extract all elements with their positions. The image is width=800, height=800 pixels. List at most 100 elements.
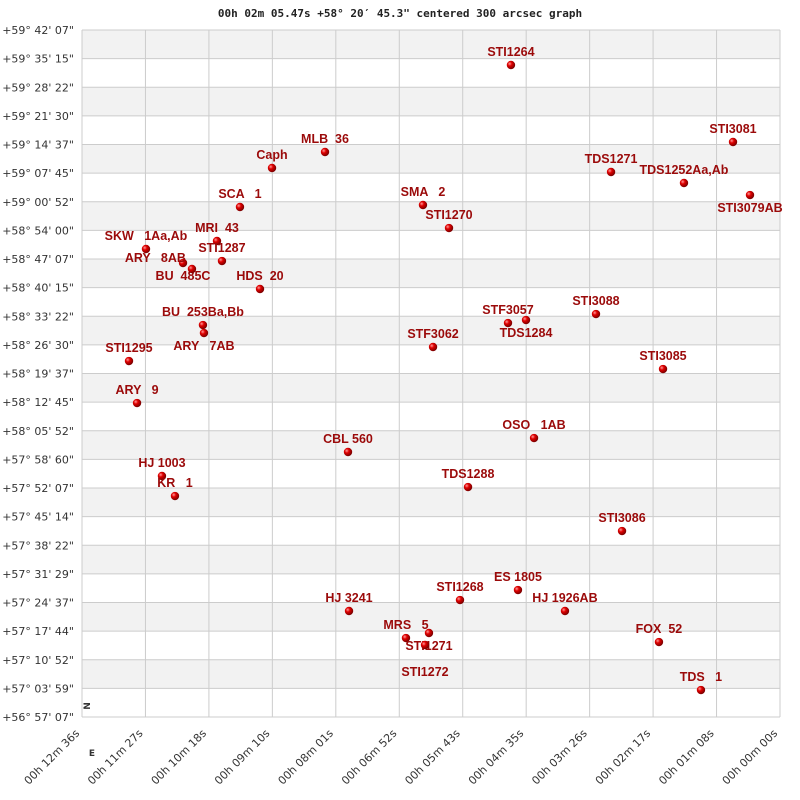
star-point[interactable]: STI1270 [425,208,473,233]
star-point[interactable]: BU 253Ba,Bb [162,305,244,330]
star-marker[interactable] [679,178,689,188]
star-marker[interactable] [521,315,531,325]
star-marker[interactable] [560,606,570,616]
star-point[interactable]: STI1295 [105,341,153,366]
star-point[interactable]: ARY 8AB [125,251,197,274]
star-marker[interactable] [444,223,454,233]
star-marker[interactable] [418,200,428,210]
star-point[interactable]: STI1287 [198,241,246,266]
star-point[interactable]: TDS1284 [500,315,553,340]
star-marker[interactable] [696,685,706,695]
star-marker[interactable] [178,258,188,268]
star-marker[interactable] [217,256,227,266]
star-point[interactable]: CBL 560 [323,432,373,457]
star-point[interactable]: STF3062 [407,327,459,352]
star-label: STI1268 [436,580,483,594]
star-point[interactable]: STI3088 [572,294,620,319]
star-marker[interactable] [654,637,664,647]
star-marker[interactable] [455,595,465,605]
star-marker[interactable] [320,147,330,157]
star-label: STI1264 [487,45,534,59]
y-tick-label: +59° 07' 45" [2,167,74,180]
star-label: STI3086 [598,511,645,525]
star-point[interactable]: ARY 9 [115,383,159,408]
star-marker[interactable] [343,447,353,457]
star-marker[interactable] [503,318,513,328]
star-point[interactable]: MRI 43 [195,221,239,246]
star-point[interactable]: HJ 3241 [325,591,373,616]
star-point[interactable]: SCA 1 [218,187,262,212]
star-point[interactable]: HJ 1926AB [532,591,598,616]
star-marker[interactable] [199,328,209,338]
star-marker[interactable] [728,137,738,147]
x-tick-label: 00h 05m 43s [402,727,463,788]
star-point[interactable]: Caph [256,148,288,173]
star-marker[interactable] [428,342,438,352]
star-point[interactable]: ARY 7AB [173,328,235,353]
star-marker[interactable] [658,364,668,374]
star-marker[interactable] [463,482,473,492]
star-label: STI1270 [425,208,472,222]
star-marker[interactable] [745,190,755,200]
star-point[interactable]: SKW 1Aa,Ab [105,229,188,254]
star-point[interactable]: KR 1 [157,476,193,501]
star-label: TDS1252Aa,Ab [640,163,729,177]
star-label: KR 1 [157,476,192,490]
star-marker[interactable] [513,585,523,595]
star-point[interactable]: STI3085 [639,349,687,374]
star-marker[interactable] [255,284,265,294]
y-tick-label: +59° 21' 30" [2,110,74,123]
star-marker[interactable] [506,60,516,70]
star-point[interactable]: TDS 1 [680,670,722,695]
star-point[interactable]: STF3057 [482,303,534,328]
star-point[interactable]: TDS1252Aa,Ab [640,163,729,188]
star-marker[interactable] [157,471,167,481]
star-marker[interactable] [212,236,222,246]
star-label: STI1287 [198,241,245,255]
star-point[interactable]: OSO 1AB [502,418,566,443]
star-marker[interactable] [124,356,134,366]
star-marker[interactable] [420,640,430,650]
star-point[interactable]: MRS 5 [383,618,429,643]
star-label: STI3085 [639,349,686,363]
star-marker[interactable] [170,491,180,501]
star-marker[interactable] [606,167,616,177]
star-point[interactable]: TDS1288 [442,467,495,492]
star-marker[interactable] [424,628,434,638]
star-marker[interactable] [401,633,411,643]
star-marker[interactable] [267,163,277,173]
star-marker[interactable] [591,309,601,319]
star-label: STI3088 [572,294,619,308]
star-point[interactable]: STI1268 [436,580,484,605]
star-point[interactable]: HDS 20 [236,269,284,294]
star-label: ARY 8AB [125,251,186,265]
star-label: MLB 36 [301,132,349,146]
star-marker[interactable] [198,320,208,330]
star-point[interactable]: STI3081 [709,122,757,147]
y-axis-ticks: +59° 42' 07" +59° 35' 15" +59° 28' 22" +59°… [2,24,74,724]
star-marker[interactable] [235,202,245,212]
row-band [82,402,780,431]
star-point[interactable]: STI1272 [401,640,449,679]
star-marker[interactable] [187,264,197,274]
y-tick-label: +57° 10' 52" [2,654,74,667]
star-point[interactable]: STI1264 [487,45,535,70]
star-point[interactable]: TDS1271 [585,152,638,177]
star-marker[interactable] [141,244,151,254]
star-point[interactable]: HJ 1003 [138,456,186,481]
star-point[interactable]: ES 1805 [494,570,542,595]
y-tick-label: +57° 31' 29" [2,568,74,581]
star-marker[interactable] [617,526,627,536]
star-marker[interactable] [529,433,539,443]
star-label: BU 253Ba,Bb [162,305,244,319]
star-point[interactable]: SMA 2 [401,185,446,210]
star-point[interactable]: STI3079AB [717,190,783,215]
star-marker[interactable] [132,398,142,408]
star-point[interactable]: STI3086 [598,511,646,536]
star-point[interactable]: BU 485C [156,258,211,283]
star-marker[interactable] [344,606,354,616]
star-point[interactable]: FOX 52 [636,622,683,647]
star-label: STF3062 [407,327,458,341]
star-point[interactable]: MLB 36 [301,132,349,157]
